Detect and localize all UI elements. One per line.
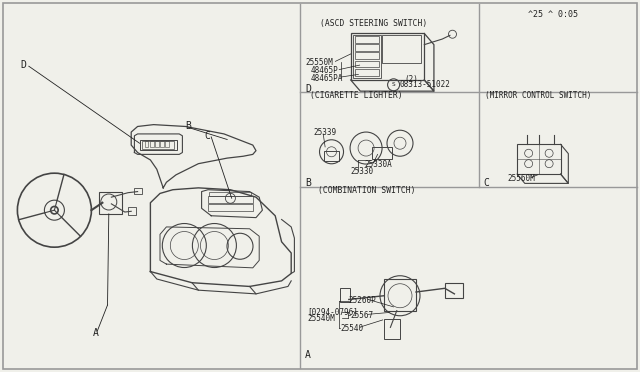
Bar [140, 140, 177, 150]
Bar [340, 288, 351, 302]
Text: 25550M: 25550M [306, 58, 333, 67]
Text: 48465P: 48465P [310, 66, 338, 75]
Text: B: B [186, 122, 191, 131]
Text: 25560M: 25560M [508, 174, 535, 183]
Bar [355, 61, 380, 67]
Text: 08313-51022: 08313-51022 [399, 80, 450, 89]
Text: A: A [93, 328, 99, 338]
Bar [99, 192, 122, 214]
Bar [445, 283, 463, 298]
Bar [150, 141, 154, 147]
Bar [134, 188, 143, 194]
Bar [324, 151, 339, 161]
Bar [128, 207, 136, 215]
Bar [155, 141, 159, 147]
Text: A: A [305, 350, 311, 360]
Text: (ASCD STEERING SWITCH): (ASCD STEERING SWITCH) [320, 19, 428, 28]
Text: (MIRROR CONTROL SWITCH): (MIRROR CONTROL SWITCH) [485, 92, 591, 100]
Text: (CIGARETTE LIGHTER): (CIGARETTE LIGHTER) [310, 92, 403, 100]
Bar [160, 141, 164, 147]
Text: [0294-0796]: [0294-0796] [307, 307, 358, 316]
Bar [384, 318, 400, 339]
Bar [355, 36, 380, 43]
Bar [208, 196, 253, 203]
Bar [384, 279, 416, 311]
Text: D: D [20, 60, 26, 70]
Bar [381, 35, 421, 63]
Text: 25330A: 25330A [365, 160, 392, 169]
Bar [353, 35, 381, 78]
Bar [517, 144, 561, 174]
Text: 25540M: 25540M [307, 314, 335, 323]
Bar [351, 33, 424, 80]
Text: 25339: 25339 [314, 128, 337, 137]
Bar [165, 141, 169, 147]
Text: C: C [205, 131, 211, 141]
Bar [209, 192, 251, 196]
Bar [355, 44, 380, 51]
Text: D: D [305, 84, 311, 93]
Text: C: C [483, 178, 489, 188]
Text: ^25 ^ 0:05: ^25 ^ 0:05 [528, 10, 578, 19]
Bar [355, 52, 380, 59]
Text: 25540: 25540 [340, 324, 364, 333]
Bar [145, 141, 148, 147]
Bar [372, 147, 392, 159]
Text: (COMBINATION SWITCH): (COMBINATION SWITCH) [318, 186, 415, 195]
Text: B: B [305, 178, 311, 188]
Text: (2): (2) [404, 75, 419, 84]
Text: 48465PA: 48465PA [310, 74, 343, 83]
Bar [208, 204, 253, 211]
Text: 25567: 25567 [350, 311, 373, 320]
Text: 25330: 25330 [351, 167, 374, 176]
Text: S: S [392, 82, 396, 87]
Text: 25260P: 25260P [349, 296, 376, 305]
Bar [142, 141, 174, 149]
Bar [355, 69, 380, 76]
